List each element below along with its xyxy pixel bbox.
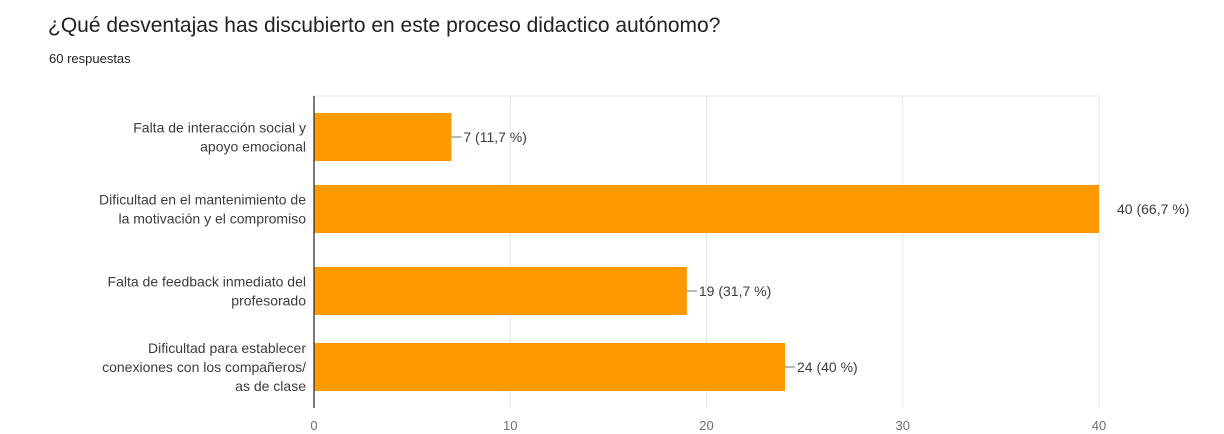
labels: 0 10 20 30 40 7 (11,7 %) Falta de interacción …	[99, 120, 1189, 434]
response-count: 60 respuestas	[49, 51, 131, 66]
bar	[314, 343, 785, 391]
chart-title: ¿Qué desventajas has discubierto en este…	[48, 14, 721, 37]
bars	[314, 113, 1099, 391]
category-label: Dificultad para establecer	[148, 340, 306, 356]
x-tick-label: 0	[310, 418, 317, 433]
category-label: conexiones con los compañeros/	[102, 359, 306, 375]
data-label: 19 (31,7 %)	[699, 283, 771, 299]
category-label: Dificultad en el mantenimiento de	[99, 192, 306, 208]
x-tick-label: 30	[896, 418, 910, 433]
data-label: 24 (40 %)	[797, 359, 858, 375]
data-label: 40 (66,7 %)	[1117, 201, 1189, 217]
category-label: Falta de feedback inmediato del	[108, 274, 306, 290]
x-tick-label: 20	[699, 418, 713, 433]
data-label: 7 (11,7 %)	[463, 129, 527, 145]
bar	[314, 113, 452, 161]
bar	[314, 185, 1099, 233]
x-tick-label: 10	[503, 418, 517, 433]
x-tick-label: 40	[1092, 418, 1106, 433]
category-label: profesorado	[231, 293, 306, 309]
bar	[314, 267, 687, 315]
category-label: apoyo emocional	[200, 139, 306, 155]
category-label: as de clase	[235, 378, 306, 394]
category-label: la motivación y el compromiso	[118, 211, 306, 227]
category-label: Falta de interacción social y	[133, 120, 306, 136]
